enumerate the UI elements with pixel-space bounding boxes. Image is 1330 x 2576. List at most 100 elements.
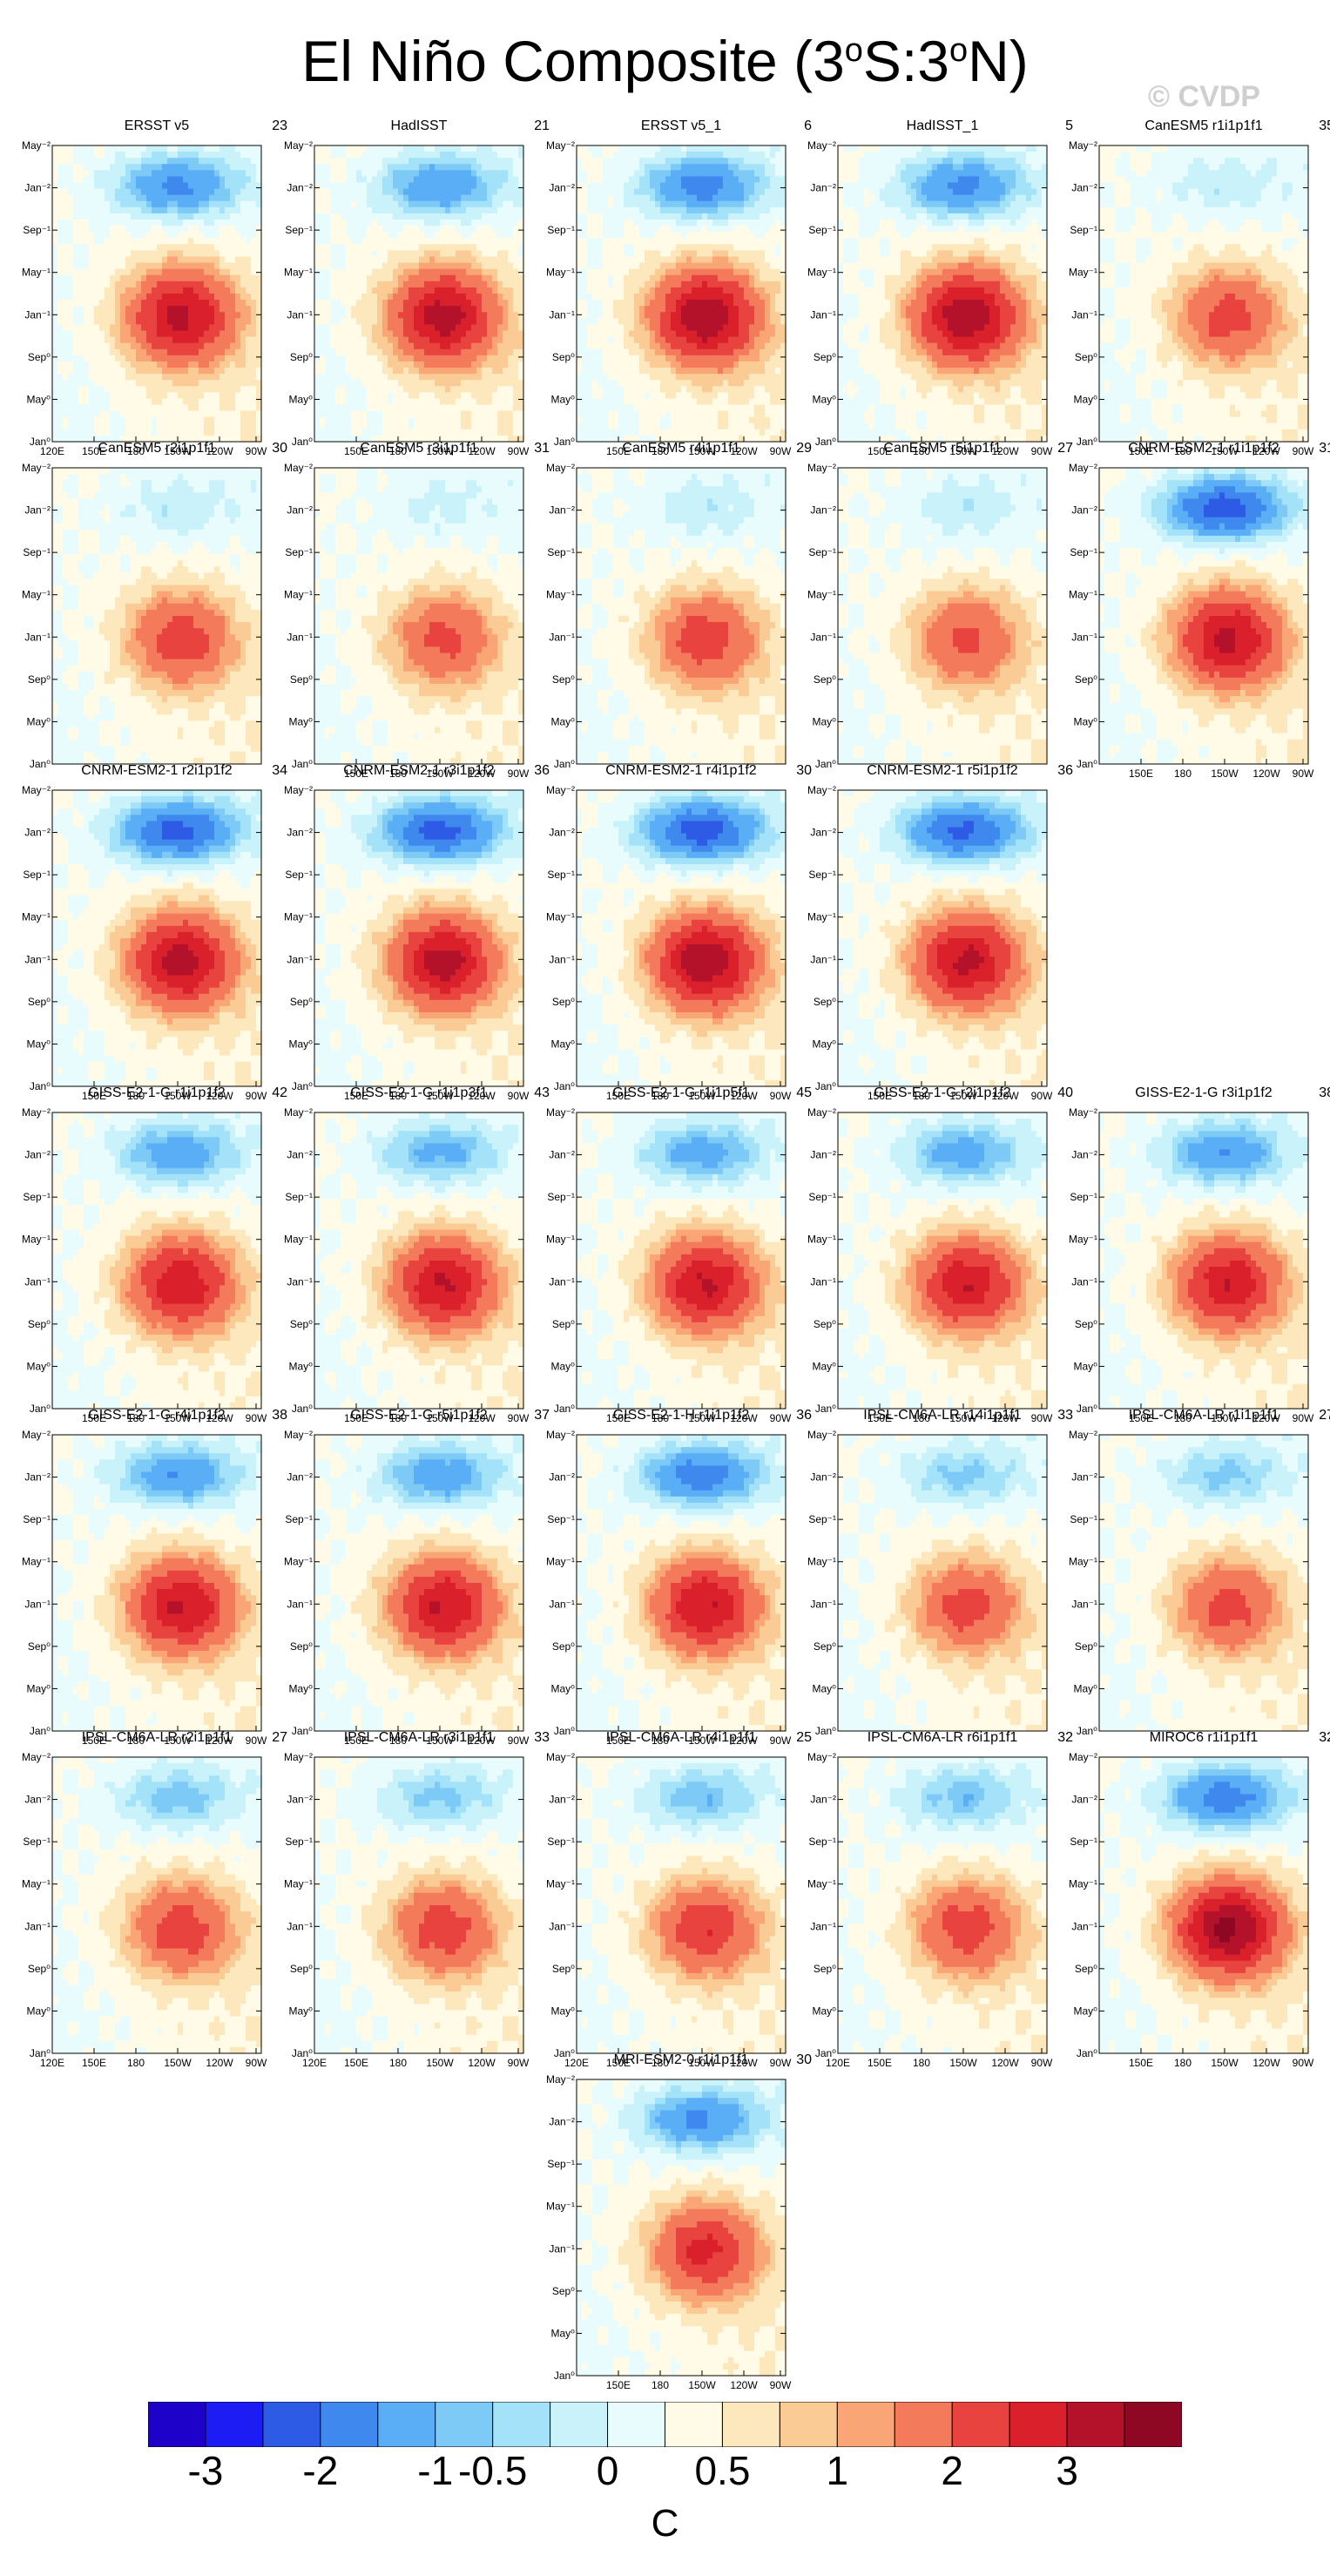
heatmap-cell — [445, 238, 451, 245]
heatmap-cell — [608, 164, 614, 171]
heatmap-cell — [461, 416, 467, 424]
heatmap-cell — [770, 300, 776, 307]
heatmap-cell — [141, 170, 147, 178]
heatmap-cell — [346, 226, 352, 233]
heatmap-cell — [73, 281, 79, 288]
heatmap-cell — [73, 416, 79, 424]
heatmap-cell — [183, 380, 189, 387]
heatmap-cell — [167, 262, 173, 270]
heatmap-cell — [476, 348, 483, 356]
heatmap-cell — [476, 262, 483, 270]
heatmap-cell — [105, 213, 111, 220]
heatmap-cell — [356, 226, 362, 233]
heatmap-cell — [52, 330, 58, 338]
heatmap-cell — [335, 238, 341, 245]
heatmap-cell — [424, 386, 430, 393]
heatmap-cell — [377, 324, 383, 332]
heatmap-cell — [246, 274, 252, 282]
heatmap-cell — [78, 194, 84, 202]
heatmap-cell — [230, 355, 236, 362]
heatmap-cell — [235, 206, 241, 214]
heatmap-cell — [382, 306, 388, 313]
heatmap-cell — [508, 404, 514, 412]
heatmap-cell — [204, 170, 210, 178]
heatmap-cell — [99, 158, 105, 165]
heatmap-cell — [398, 232, 404, 239]
heatmap-cell — [361, 348, 368, 356]
heatmap-cell — [414, 355, 420, 362]
heatmap-cell — [697, 256, 703, 264]
heatmap-cell — [120, 182, 126, 190]
heatmap-cell — [624, 220, 630, 226]
heatmap-cell — [739, 294, 745, 301]
heatmap-cell — [214, 274, 220, 282]
heatmap-cell — [456, 380, 462, 387]
heatmap-cell — [240, 423, 246, 430]
heatmap-cell — [424, 238, 430, 245]
heatmap-cell — [209, 281, 215, 288]
heatmap-cell — [518, 206, 524, 214]
heatmap-cell — [702, 188, 708, 196]
heatmap-cell — [105, 244, 111, 252]
heatmap-cell — [68, 398, 74, 406]
heatmap-cell — [665, 188, 672, 196]
heatmap-cell — [372, 361, 378, 368]
heatmap-cell — [471, 256, 477, 264]
heatmap-cell — [676, 164, 682, 171]
heatmap-cell — [707, 244, 713, 252]
heatmap-cell — [240, 312, 246, 319]
heatmap-cell — [193, 318, 199, 326]
heatmap-cell — [624, 287, 630, 294]
heatmap-cell — [183, 274, 189, 282]
heatmap-cell — [325, 220, 331, 226]
heatmap-cell — [408, 232, 415, 239]
heatmap-cell — [608, 182, 614, 190]
heatmap-cell — [73, 274, 79, 282]
heatmap-cell — [105, 238, 111, 245]
heatmap-cell — [497, 232, 503, 239]
heatmap-cell — [645, 152, 651, 159]
heatmap-cell — [613, 232, 619, 239]
heatmap-cell — [712, 294, 719, 301]
heatmap-cell — [744, 145, 750, 152]
heatmap-cell — [414, 274, 420, 282]
heatmap-cell — [377, 398, 383, 406]
heatmap-cell — [120, 188, 126, 196]
heatmap-cell — [188, 398, 194, 406]
heatmap-cell — [603, 287, 609, 294]
heatmap-cell — [99, 423, 105, 430]
heatmap-cell — [377, 206, 383, 214]
y-tick-label: Jan⁰ — [292, 436, 313, 448]
heatmap-cell — [219, 368, 226, 375]
x-tick-label: 150W — [164, 445, 192, 457]
heatmap-cell — [178, 268, 184, 276]
heatmap-cell — [361, 244, 368, 252]
heatmap-cell — [125, 158, 132, 165]
heatmap-cell — [183, 176, 189, 184]
heatmap-cell — [256, 220, 262, 226]
heatmap-cell — [775, 194, 781, 202]
heatmap-cell — [193, 281, 199, 288]
heatmap-cell — [178, 213, 184, 220]
heatmap-cell — [440, 386, 446, 393]
heatmap-cell — [230, 404, 236, 412]
heatmap-cell — [52, 206, 58, 214]
heatmap-cell — [193, 256, 199, 264]
heatmap-cell — [733, 262, 739, 270]
heatmap-cell — [676, 274, 682, 282]
heatmap-cell — [471, 386, 477, 393]
heatmap-cell — [131, 324, 137, 332]
heatmap-cell — [115, 281, 121, 288]
heatmap-cell — [450, 410, 456, 418]
heatmap-cell — [445, 306, 451, 313]
heatmap-cell — [225, 170, 231, 178]
heatmap-cell — [351, 306, 357, 313]
heatmap-cell — [320, 281, 326, 288]
heatmap-cell — [136, 330, 142, 338]
heatmap-cell — [739, 250, 745, 258]
heatmap-cell — [518, 361, 524, 368]
heatmap-cell — [445, 176, 451, 184]
heatmap-cell — [466, 392, 472, 400]
heatmap-cell — [780, 158, 787, 165]
heatmap-cell — [608, 232, 614, 239]
